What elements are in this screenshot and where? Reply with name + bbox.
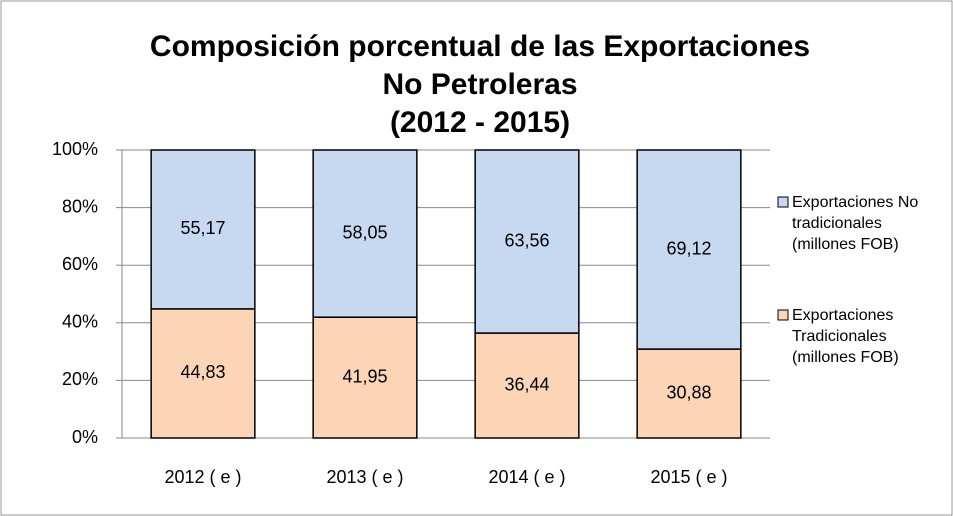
legend-label: Exportaciones Tradicionales (millones FO… [792, 307, 899, 366]
data-label: 41,95 [342, 366, 387, 386]
y-tick-label: 40% [62, 312, 98, 332]
bar-segment [474, 149, 580, 334]
data-label: 69,12 [666, 238, 711, 258]
y-tick-label: 80% [62, 196, 98, 216]
bar-segment [312, 316, 418, 439]
bar-segment [150, 149, 256, 310]
data-label: 30,88 [666, 382, 711, 402]
chart-title: (2012 - 2015) [390, 106, 570, 139]
bar-segment [312, 149, 418, 318]
x-tick-label: 2014 ( e ) [488, 467, 565, 487]
data-label: 44,83 [180, 362, 225, 382]
x-tick-label: 2013 ( e ) [326, 467, 403, 487]
data-label: 58,05 [342, 222, 387, 242]
legend-swatch [777, 196, 789, 208]
y-tick-label: 20% [62, 369, 98, 389]
y-tick-label: 0% [72, 427, 98, 447]
legend-label: Exportaciones No tradicionales (millones… [792, 194, 919, 253]
y-tick-label: 60% [62, 254, 98, 274]
chart-title: No Petroleras [382, 68, 577, 101]
bar-segment [636, 149, 742, 350]
x-tick-label: 2012 ( e ) [164, 467, 241, 487]
data-label: 55,17 [180, 218, 225, 238]
data-label: 63,56 [504, 230, 549, 250]
y-tick-label: 100% [52, 139, 98, 159]
bar-segment [636, 348, 742, 439]
bar-segment [150, 308, 256, 439]
bar-segment [474, 332, 580, 439]
chart-title: Composición porcentual de las Exportacio… [150, 30, 810, 63]
legend-swatch [777, 309, 789, 321]
data-label: 36,44 [504, 374, 549, 394]
x-tick-label: 2015 ( e ) [650, 467, 727, 487]
